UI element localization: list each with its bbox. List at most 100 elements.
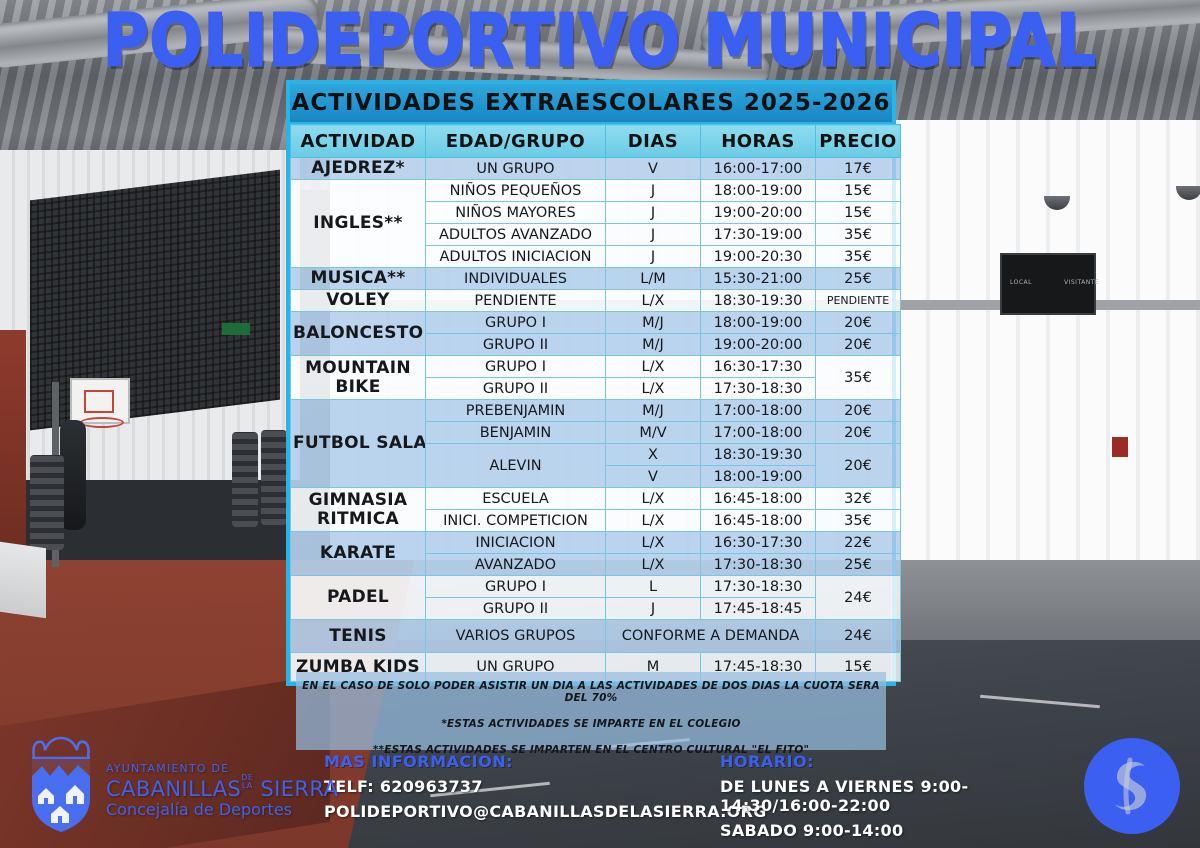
crest-line-ayuntamiento: AYUNTAMIENTO DE <box>106 762 230 775</box>
basketball-rim <box>80 417 124 428</box>
activity-price: 20€ <box>815 443 901 488</box>
column-header-precio: PRECIO <box>815 124 901 158</box>
crest-town: CABANILLAS <box>106 777 242 801</box>
schedule-caption: ACTIVIDADES EXTRAESCOLARES 2025-2026 <box>290 84 892 124</box>
activity-price: 20€ <box>815 421 901 444</box>
activity-price: 24€ <box>815 575 901 620</box>
activity-hours: 19:00-20:30 <box>700 245 816 268</box>
activity-hours: 17:45-18:45 <box>700 597 816 620</box>
activity-days: L/X <box>605 553 701 576</box>
activity-name: KARATE <box>290 531 426 576</box>
activity-days: L/X <box>605 377 701 400</box>
activity-group: GRUPO II <box>425 333 606 356</box>
stacked-weights <box>261 430 287 525</box>
activity-hours: 15:30-21:00 <box>700 267 816 290</box>
activity-group: VARIOS GRUPOS <box>425 619 606 653</box>
activity-hours: 18:00-19:00 <box>700 465 816 488</box>
ceiling-lamp <box>1044 196 1070 210</box>
activity-days: X <box>605 443 701 466</box>
activity-days-hours: CONFORME A DEMANDA <box>605 619 816 653</box>
activity-hours: 18:30-19:30 <box>700 443 816 466</box>
activity-group: INDIVIDUALES <box>425 267 606 290</box>
table-row: GRUPO II L/X 17:30-18:30 <box>291 377 901 400</box>
activity-days: J <box>605 223 701 246</box>
town-name-block: AYUNTAMIENTO DE CABANILLASDE LA SIERRA Co… <box>106 762 338 819</box>
activity-name: INGLES** <box>290 179 426 268</box>
activity-name: AJEDREZ* <box>290 157 426 180</box>
activity-name: FUTBOL SALA <box>290 399 426 488</box>
activity-group: NIÑOS MAYORES <box>425 201 606 224</box>
activity-hours: 16:45-18:00 <box>700 487 816 510</box>
activity-group: ADULTOS INICIACION <box>425 245 606 268</box>
activity-price: 15€ <box>815 652 901 682</box>
activity-name: MUSICA** <box>290 267 426 290</box>
activities-table: ACTIVIDAD EDAD/GRUPO DIAS HORAS PRECIO A… <box>290 124 901 682</box>
activity-group: INICI. COMPETICION <box>425 509 606 532</box>
stacked-weights <box>232 432 258 527</box>
activity-name: TENIS <box>290 619 426 653</box>
activity-group: PENDIENTE <box>425 289 606 312</box>
activity-price: 35€ <box>815 223 901 246</box>
activity-group: UN GRUPO <box>425 157 606 180</box>
crest-line-cabanillas: CABANILLASDE LA SIERRA <box>106 774 338 802</box>
activity-name-line1: MOUNTAIN <box>305 357 411 378</box>
activity-hours: 17:30-18:30 <box>700 553 816 576</box>
activity-days: L <box>605 575 701 598</box>
activity-hours: 17:30-18:30 <box>700 377 816 400</box>
contact-phone[interactable]: TELF: 620963737 <box>324 777 483 796</box>
activity-group: INICIACION <box>425 531 606 554</box>
activity-price: 15€ <box>815 201 901 224</box>
fire-extinguisher-sign <box>1112 437 1128 457</box>
table-row: MUSICA** INDIVIDUALES L/M 15:30-21:00 25… <box>290 267 901 290</box>
hours-heading: HORARIO: <box>720 752 814 771</box>
activity-days: J <box>605 179 701 202</box>
protective-net <box>30 169 280 431</box>
hours-weekdays: DE LUNES A VIERNES 9:00-14:30/16:00-22:0… <box>720 777 969 815</box>
activity-hours: 19:00-20:00 <box>700 333 816 356</box>
activity-hours: 19:00-20:00 <box>700 201 816 224</box>
activity-name: BALONCESTO <box>290 311 426 356</box>
punching-bag <box>60 420 86 530</box>
contact-heading: MAS INFORMACION: <box>324 752 513 771</box>
activity-group: GRUPO I <box>425 311 606 334</box>
table-row: ADULTOS INICIACION J 19:00-20:30 35€ <box>291 245 901 268</box>
activity-group: GRUPO I <box>425 355 606 378</box>
activity-days: L/X <box>605 355 701 378</box>
table-row: GIMNASIA RITMICA ESCUELA L/X 16:45-18:00… <box>290 487 901 532</box>
stacked-weights <box>30 455 64 550</box>
column-header-edad-grupo: EDAD/GRUPO <box>425 124 606 158</box>
activity-hours: 16:30-17:30 <box>700 355 816 378</box>
table-row: MOUNTAIN BIKE GRUPO I L/X 16:30-17:30 35… <box>290 355 901 400</box>
activity-name: MOUNTAIN BIKE <box>290 355 426 400</box>
sports-badge-icon <box>1084 738 1180 834</box>
activity-group: PREBENJAMIN <box>425 399 606 422</box>
poster-title: POLIDEPORTIVO MUNICIPAL <box>102 0 1097 84</box>
footnote-centro-cultural: **ESTAS ACTIVIDADES SE IMPARTEN EN EL CE… <box>372 744 810 756</box>
activity-hours: 18:00-19:00 <box>700 179 816 202</box>
activity-hours: 17:00-18:00 <box>700 399 816 422</box>
contact-email[interactable]: POLIDEPORTIVO@CABANILLASDELASIERRA.ORG <box>324 802 767 821</box>
hours-block: HORARIO: DE LUNES A VIERNES 9:00-14:30/1… <box>720 752 1080 840</box>
hours-saturday: SABADO 9:00-14:00 <box>720 821 904 840</box>
crest-line-concejalia: Concejalía de Deportes <box>106 800 292 819</box>
activity-price: 25€ <box>815 267 901 290</box>
activity-days: M/J <box>605 333 701 356</box>
activity-hours: 18:30-19:30 <box>700 289 816 312</box>
activity-price: 35€ <box>815 245 901 268</box>
table-row: V 18:00-19:00 <box>291 465 901 488</box>
backboard-square <box>84 390 114 413</box>
table-row: GRUPO II M/J 19:00-20:00 20€ <box>291 333 901 356</box>
activity-group: GRUPO II <box>425 597 606 620</box>
activity-price: 17€ <box>815 157 901 180</box>
table-row: ALEVIN X 18:30-19:30 20€ <box>291 443 901 488</box>
activity-hours: 17:00-18:00 <box>700 421 816 444</box>
column-header-actividad: ACTIVIDAD <box>290 124 426 158</box>
activity-price: 20€ <box>815 311 901 334</box>
activity-days: J <box>605 597 701 620</box>
activity-price: 32€ <box>815 487 901 510</box>
activity-hours: 16:00-17:00 <box>700 157 816 180</box>
footnote-colegio: *ESTAS ACTIVIDADES SE IMPARTE EN EL COLE… <box>441 718 741 730</box>
activity-name: VOLEY <box>290 289 426 312</box>
table-row: NIÑOS MAYORES J 19:00-20:00 15€ <box>291 201 901 224</box>
footnotes-panel: EN EL CASO DE SOLO PODER ASISTIR UN DIA … <box>296 672 886 756</box>
